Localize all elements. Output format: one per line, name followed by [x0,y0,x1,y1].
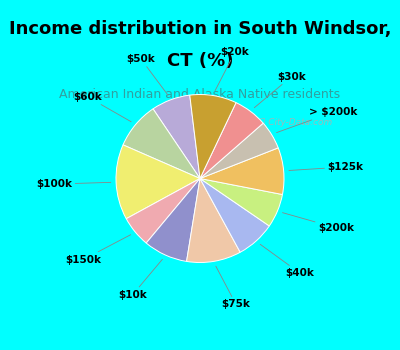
Text: $60k: $60k [73,92,131,122]
Text: $20k: $20k [215,48,249,91]
Text: ⓘ City-Data.com: ⓘ City-Data.com [260,118,332,127]
Text: $150k: $150k [65,235,131,265]
Text: $50k: $50k [126,54,168,95]
Wedge shape [200,178,269,252]
Wedge shape [123,109,200,178]
Text: $10k: $10k [118,259,162,300]
Wedge shape [200,103,263,178]
Text: > $200k: > $200k [276,107,358,133]
Wedge shape [126,178,200,243]
Text: $125k: $125k [289,162,363,172]
Wedge shape [146,178,200,261]
Wedge shape [190,94,236,178]
Text: $75k: $75k [216,266,250,309]
Wedge shape [200,148,284,195]
Wedge shape [186,178,240,262]
Text: $100k: $100k [36,179,111,189]
Text: Income distribution in South Windsor,: Income distribution in South Windsor, [9,20,391,38]
Wedge shape [116,145,200,219]
Text: CT (%): CT (%) [167,52,233,70]
Wedge shape [200,178,282,226]
Wedge shape [200,123,278,178]
Text: $30k: $30k [254,72,306,108]
Text: American Indian and Alaska Native residents: American Indian and Alaska Native reside… [60,88,340,101]
Text: $200k: $200k [282,213,354,233]
Wedge shape [153,95,200,178]
Text: $40k: $40k [260,244,314,278]
